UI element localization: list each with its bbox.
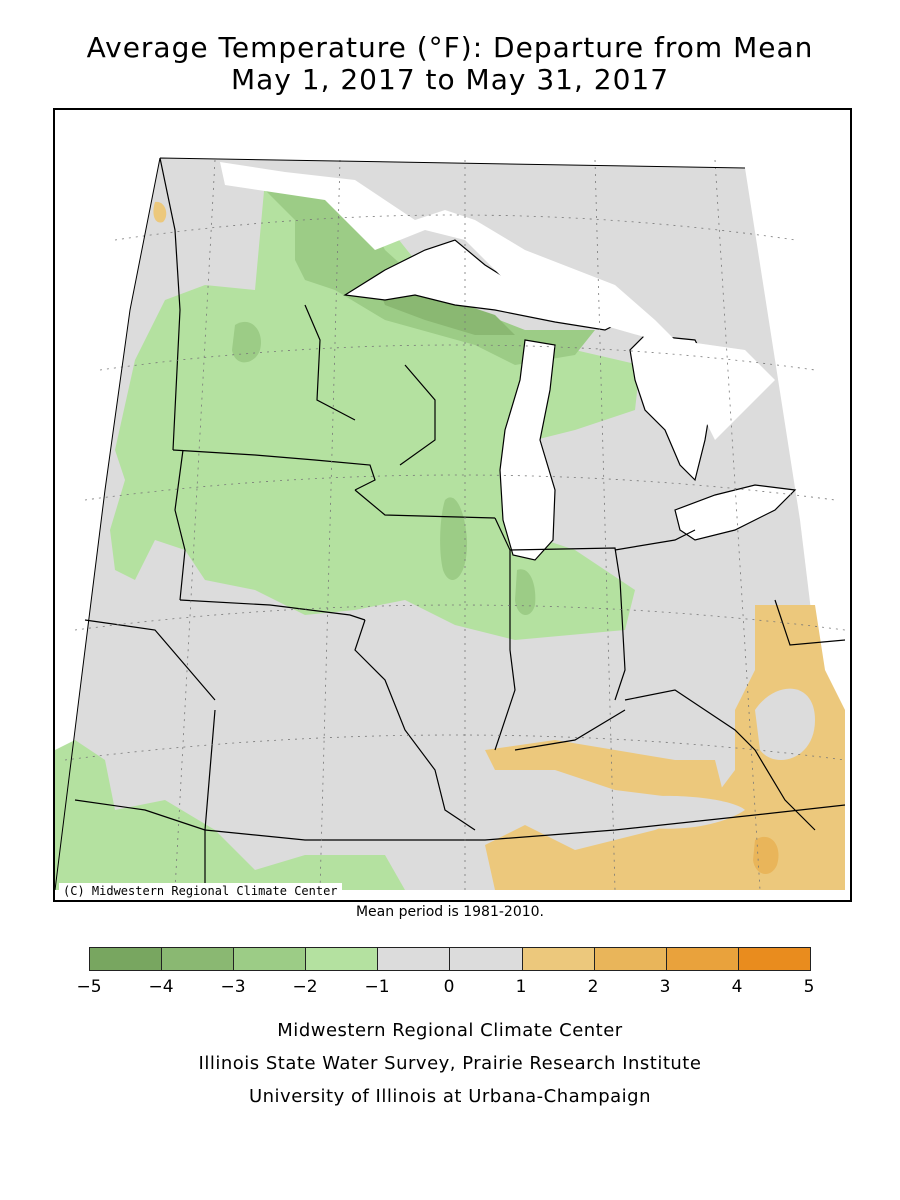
state-boundaries [74, 157, 846, 890]
legend-tick-label: 4 [731, 977, 743, 997]
anomaly-light-orange-ky [485, 740, 725, 800]
legend-tick-label: −5 [76, 977, 102, 997]
legend-tick-label: 5 [803, 977, 815, 997]
legend-tick-label: 0 [443, 977, 455, 997]
legend-tick-label: 2 [587, 977, 599, 997]
legend-swatch [666, 948, 739, 970]
lake-michigan [499, 339, 556, 561]
temperature-departure-map: (C) Midwestern Regional Climate Center [53, 108, 852, 902]
legend-swatch [306, 948, 379, 970]
anomaly-medium-green [265, 190, 595, 365]
legend-swatch [522, 948, 595, 970]
legend-tick-label: −3 [220, 977, 246, 997]
legend-tick-label: −4 [148, 977, 174, 997]
legend-swatch [162, 948, 235, 970]
legend-swatch [378, 948, 451, 970]
lake-erie [674, 484, 797, 541]
legend-tick-label: 1 [515, 977, 527, 997]
legend-swatch [594, 948, 667, 970]
legend-tick-label: −2 [292, 977, 318, 997]
map-date-range: May 1, 2017 to May 31, 2017 [230, 63, 670, 96]
footer-university: University of Illinois at Urbana-Champai… [248, 1086, 652, 1107]
legend-swatch [234, 948, 307, 970]
graticule [64, 159, 846, 891]
footer-survey: Illinois State Water Survey, Prairie Res… [198, 1053, 702, 1074]
map-title: Average Temperature (°F): Departure from… [86, 31, 814, 64]
canada-land [220, 162, 775, 440]
legend-swatch [450, 948, 523, 970]
map-canvas [55, 157, 846, 891]
legend-swatch [738, 948, 810, 970]
legend-tick-label: 3 [659, 977, 671, 997]
anomaly-light-green-sw [55, 740, 405, 890]
color-legend [89, 947, 811, 971]
legend-swatch [90, 948, 163, 970]
footer-org: Midwestern Regional Climate Center [277, 1020, 623, 1041]
map-copyright: (C) Midwestern Regional Climate Center [59, 883, 342, 898]
legend-tick-label: −1 [364, 977, 390, 997]
anomaly-light-orange [485, 605, 845, 890]
mean-period-note: Mean period is 1981-2010. [355, 904, 545, 920]
